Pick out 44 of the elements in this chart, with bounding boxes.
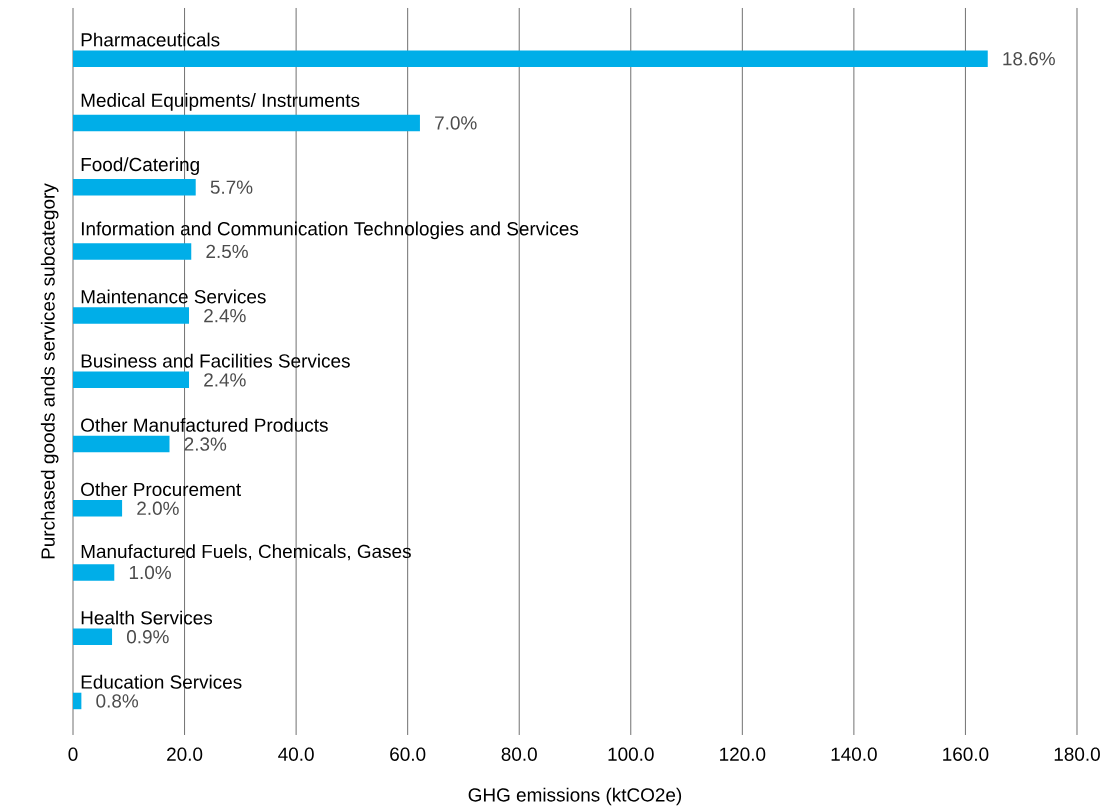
- x-tick-label: 120.0: [720, 747, 766, 762]
- y-tick-label: Other Procurement: [81, 482, 241, 497]
- bar: [73, 50, 988, 68]
- y-tick-label: Food/Catering: [81, 157, 199, 176]
- y-tick-label: Maintenance Services: [81, 289, 266, 304]
- bar: [73, 628, 113, 646]
- y-tick-label: Other Manufactured Products: [81, 418, 328, 433]
- bar: [73, 500, 123, 517]
- bar: [73, 371, 190, 389]
- y-tick-label: Education Services: [81, 675, 242, 689]
- annotation: 2.4%: [204, 373, 246, 387]
- x-tick-label: 60.0: [390, 747, 426, 762]
- x-axis-title: GHG emissions (ktCO2e): [468, 787, 682, 806]
- y-tick-label: Health Services: [81, 610, 213, 625]
- bar: [73, 564, 115, 581]
- x-tick-label: 20.0: [167, 747, 203, 762]
- x-tick-label: 40.0: [278, 747, 314, 762]
- bar: [73, 307, 190, 325]
- bar: [73, 692, 82, 710]
- annotation: 2.4%: [204, 309, 246, 323]
- x-tick-label: 100.0: [608, 747, 654, 762]
- annotation: 1.0%: [129, 565, 171, 580]
- bar: [73, 243, 192, 260]
- annotation: 18.6%: [1003, 52, 1055, 66]
- annotation: 5.7%: [210, 180, 253, 195]
- y-tick-label: Pharmaceuticals: [81, 32, 220, 47]
- bar: [73, 114, 420, 132]
- x-tick-label: 180.0: [1054, 747, 1100, 762]
- annotation: 0.9%: [126, 630, 169, 644]
- bar: [73, 435, 170, 453]
- y-tick-label: Information and Communication Technologies and Services: [81, 221, 579, 240]
- annotation: 2.0%: [137, 501, 179, 516]
- x-tick-label: 140.0: [831, 747, 877, 762]
- y-tick-label: Manufactured Fuels, Chemicals, Gases: [81, 544, 411, 561]
- annotation: 2.5%: [206, 244, 248, 259]
- x-tick-label: 0: [68, 747, 78, 762]
- y-tick-label: Business and Facilities Services: [81, 353, 350, 368]
- y-tick-label: Medical Equipments/ Instruments: [81, 93, 360, 111]
- annotation: 0.8%: [96, 694, 139, 708]
- x-tick-label: 80.0: [501, 747, 537, 762]
- bar: [73, 179, 196, 196]
- x-tick-label: 160.0: [943, 747, 989, 762]
- annotation: 7.0%: [435, 116, 477, 130]
- y-axis-title: Purchased goods ands services subcategory: [40, 183, 59, 559]
